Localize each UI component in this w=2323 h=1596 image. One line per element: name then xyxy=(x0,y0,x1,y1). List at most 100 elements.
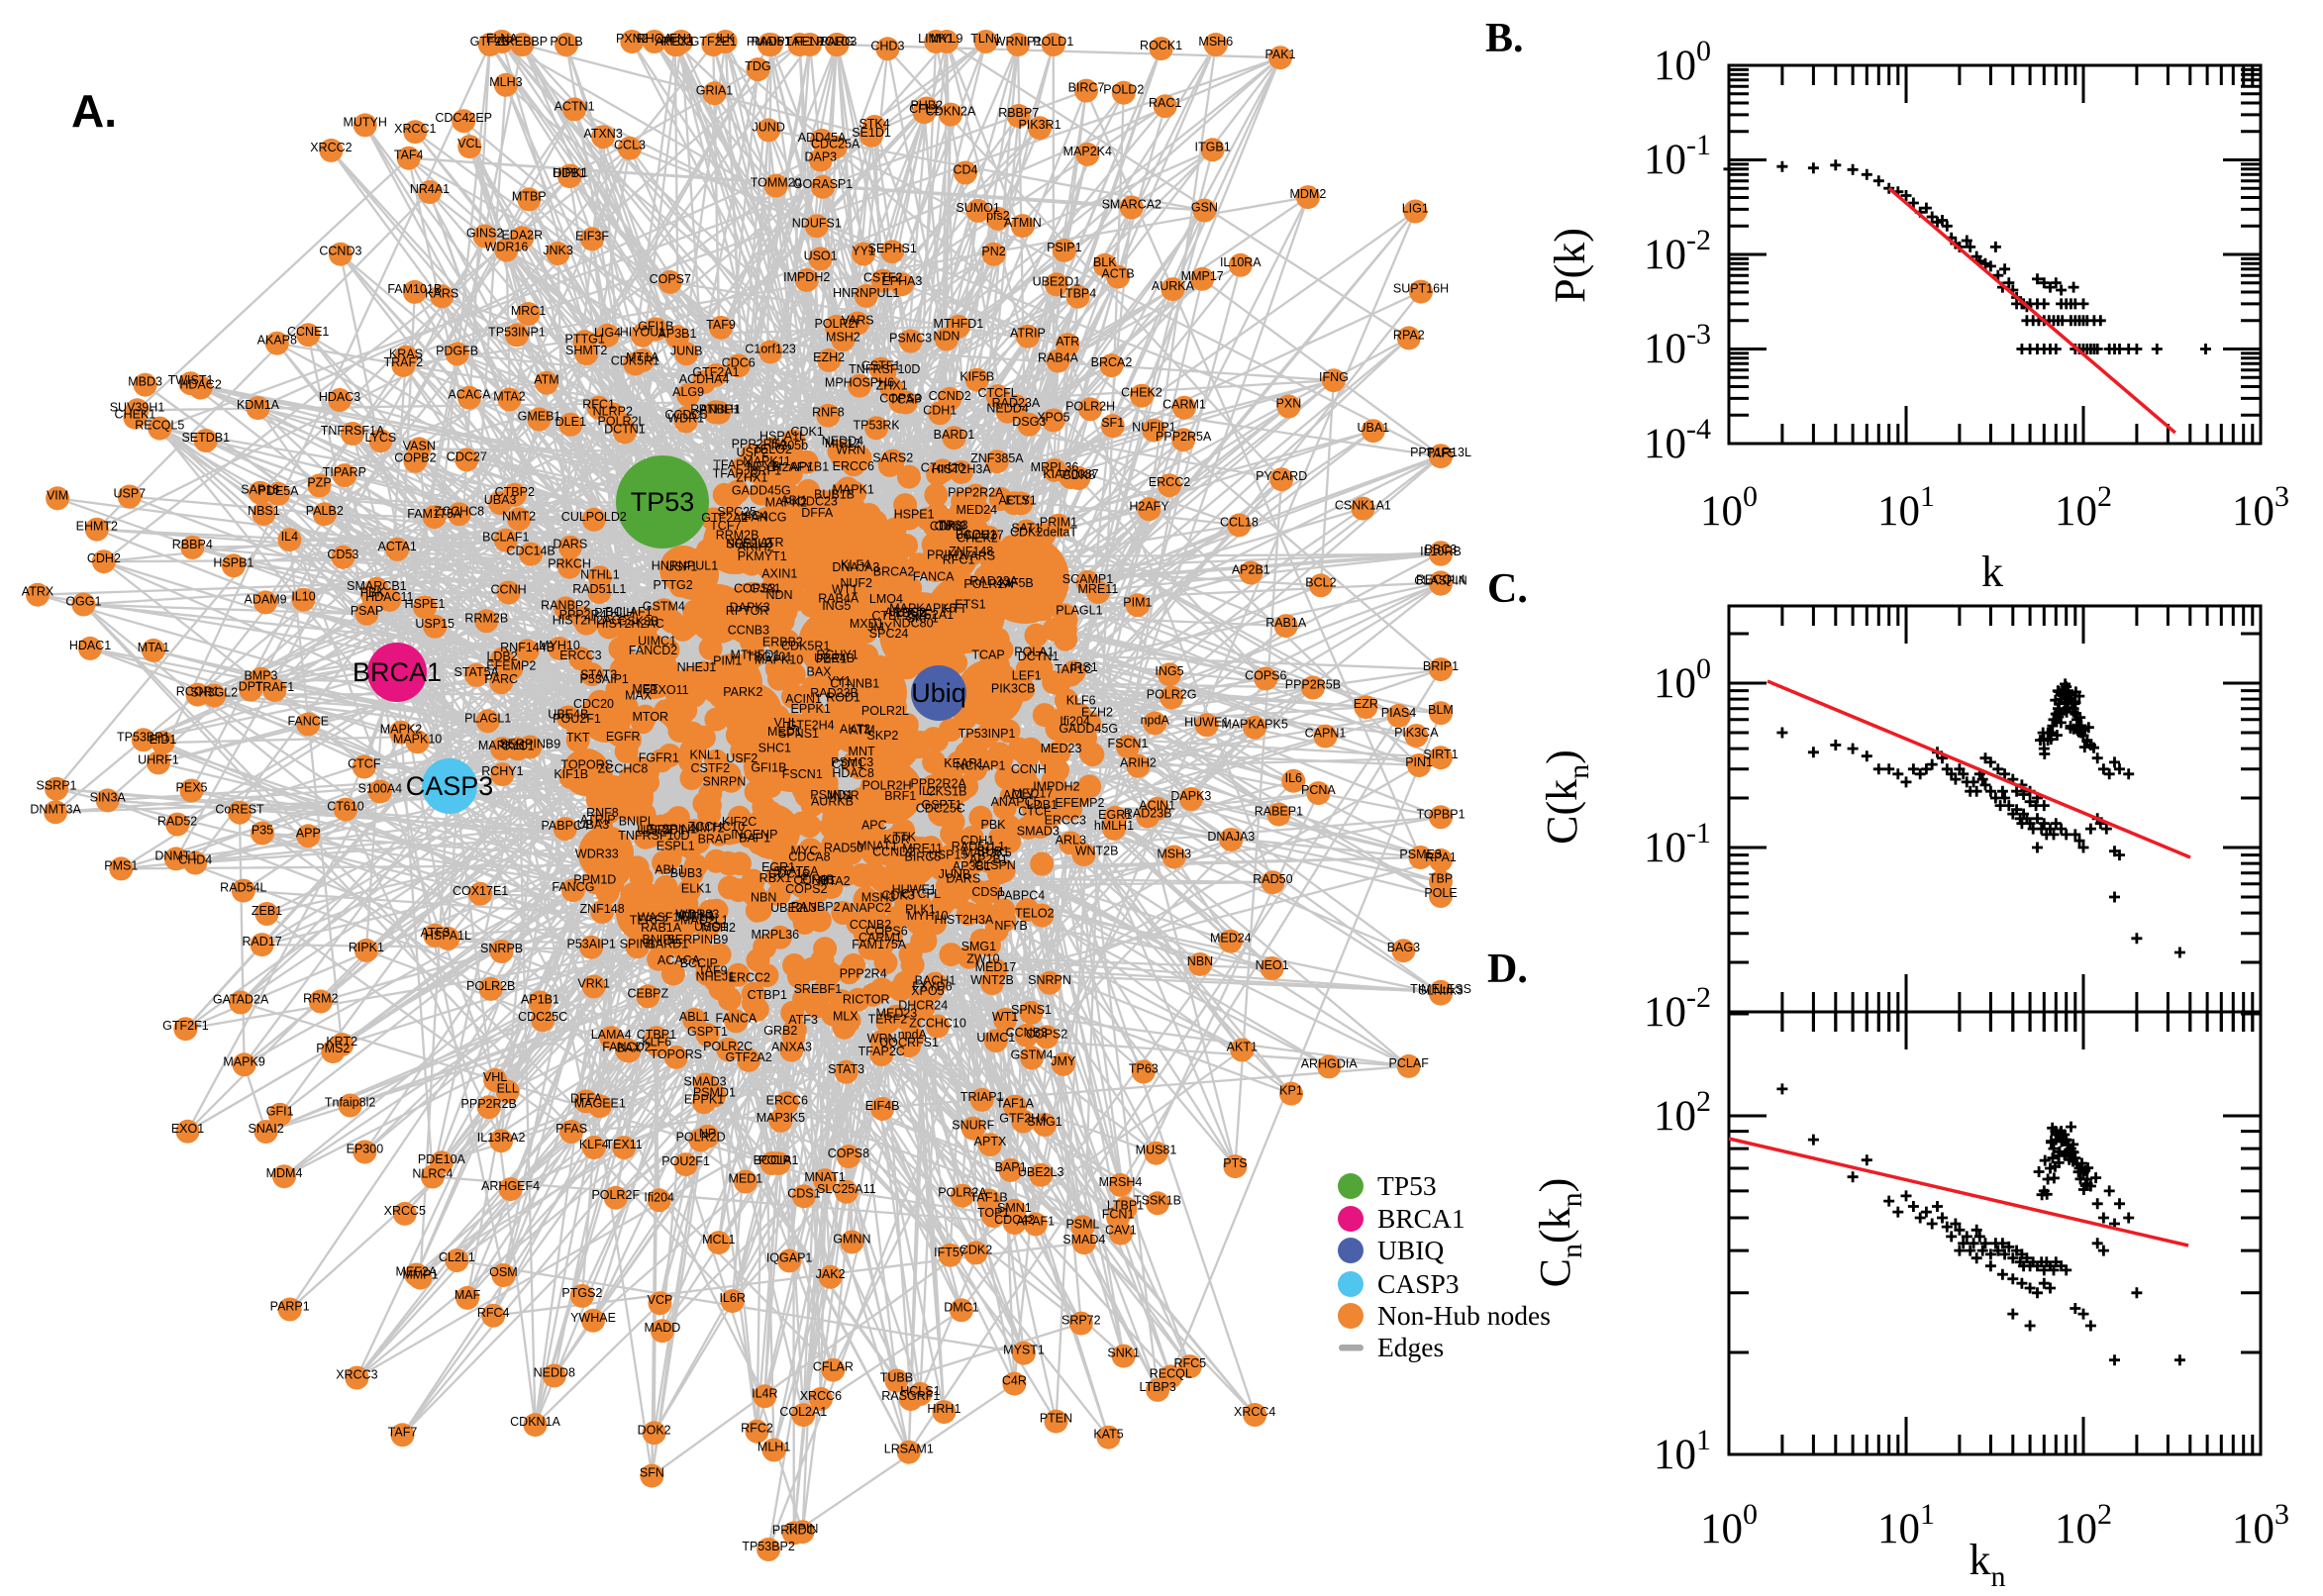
svg-text:IFNG: IFNG xyxy=(1319,370,1349,384)
svg-text:TAF9: TAF9 xyxy=(706,318,736,332)
svg-text:CDC20: CDC20 xyxy=(573,697,614,711)
svg-text:EHMT2: EHMT2 xyxy=(76,520,118,534)
svg-text:OGG1: OGG1 xyxy=(65,595,101,609)
svg-text:ARHGDIA: ARHGDIA xyxy=(1301,1056,1359,1070)
svg-text:POLD3: POLD3 xyxy=(816,35,857,49)
svg-text:KIF5B: KIF5B xyxy=(960,370,994,384)
svg-text:MUTYH: MUTYH xyxy=(343,115,386,129)
svg-text:UBA3: UBA3 xyxy=(577,818,610,832)
svg-text:MUS81: MUS81 xyxy=(1136,1144,1177,1157)
svg-text:PN2: PN2 xyxy=(981,245,1005,258)
svg-text:EP300: EP300 xyxy=(347,1143,384,1156)
svg-text:NEDD8: NEDD8 xyxy=(534,1366,575,1380)
svg-text:BRCA1: BRCA1 xyxy=(353,657,442,687)
svg-text:ZW10: ZW10 xyxy=(966,952,999,966)
svg-text:NEO1: NEO1 xyxy=(1256,958,1289,972)
svg-text:MTA1: MTA1 xyxy=(138,641,169,654)
svg-text:EFEMP2: EFEMP2 xyxy=(486,658,536,672)
svg-text:POLB: POLB xyxy=(550,35,582,49)
svg-text:TCAP: TCAP xyxy=(971,648,1004,662)
svg-text:10-1: 10-1 xyxy=(1644,129,1711,183)
svg-text:IL6: IL6 xyxy=(1285,771,1302,785)
svg-text:APTX: APTX xyxy=(974,1135,1007,1148)
svg-text:IL10RA: IL10RA xyxy=(1220,255,1262,269)
svg-text:CASP3: CASP3 xyxy=(1377,1268,1460,1299)
svg-text:MSH3: MSH3 xyxy=(1157,848,1191,861)
svg-text:Non-Hub nodes: Non-Hub nodes xyxy=(1377,1300,1551,1331)
svg-text:KARS: KARS xyxy=(425,286,458,300)
svg-text:AP1B1: AP1B1 xyxy=(790,460,829,474)
svg-text:PCLAF: PCLAF xyxy=(1389,1056,1430,1070)
svg-text:PALB2: PALB2 xyxy=(306,504,344,518)
svg-text:PYCARD: PYCARD xyxy=(1256,469,1307,483)
svg-text:CDS1: CDS1 xyxy=(787,1186,820,1200)
svg-text:NEDD4: NEDD4 xyxy=(986,402,1028,416)
svg-text:MED23: MED23 xyxy=(1041,742,1082,755)
svg-text:RANBP2: RANBP2 xyxy=(791,900,841,914)
svg-text:XRCC2: XRCC2 xyxy=(310,141,352,154)
svg-text:CTCF: CTCF xyxy=(348,757,381,771)
svg-text:ZNF385A: ZNF385A xyxy=(970,451,1024,465)
svg-text:MRE11: MRE11 xyxy=(902,842,943,855)
svg-text:APC: APC xyxy=(861,818,887,832)
svg-text:ERCC6: ERCC6 xyxy=(766,1093,808,1107)
svg-text:YWHAE: YWHAE xyxy=(570,1311,616,1325)
svg-text:RFC2: RFC2 xyxy=(741,1422,773,1436)
svg-text:MCL1: MCL1 xyxy=(702,1233,735,1247)
svg-text:PTEN: PTEN xyxy=(1040,1412,1072,1426)
svg-text:GSPT1: GSPT1 xyxy=(687,1025,728,1039)
svg-text:RAB1A: RAB1A xyxy=(641,921,682,935)
svg-text:JNK3: JNK3 xyxy=(543,244,573,257)
svg-text:POLR2B: POLR2B xyxy=(466,979,515,993)
svg-text:TAF5: TAF5 xyxy=(1426,447,1456,460)
svg-text:COX17E1: COX17E1 xyxy=(453,884,508,898)
svg-text:CCND3: CCND3 xyxy=(319,245,361,258)
svg-text:SNAI2: SNAI2 xyxy=(249,1122,284,1136)
svg-text:VCP: VCP xyxy=(648,1293,673,1307)
svg-text:FANCE: FANCE xyxy=(287,715,329,729)
svg-text:ATF3: ATF3 xyxy=(421,926,451,940)
svg-text:STAT3: STAT3 xyxy=(580,667,617,681)
svg-text:ERCC6: ERCC6 xyxy=(833,459,874,473)
svg-text:MSH6: MSH6 xyxy=(1198,35,1233,49)
svg-text:BARD1: BARD1 xyxy=(934,428,975,442)
svg-text:POLR2L: POLR2L xyxy=(861,704,909,718)
svg-text:MAGEE1: MAGEE1 xyxy=(574,1096,626,1110)
svg-text:UBA1: UBA1 xyxy=(1357,421,1389,435)
svg-text:RASGRF1: RASGRF1 xyxy=(881,1389,940,1403)
svg-text:XRCC1: XRCC1 xyxy=(394,122,436,136)
svg-text:FBXO11: FBXO11 xyxy=(643,683,689,697)
svg-text:COPS6: COPS6 xyxy=(865,924,907,938)
svg-text:ATRX: ATRX xyxy=(22,585,54,599)
svg-text:MLH1: MLH1 xyxy=(758,1441,790,1454)
svg-text:CSTF1: CSTF1 xyxy=(861,359,901,373)
svg-text:POLD1: POLD1 xyxy=(1033,35,1073,49)
svg-text:ARIH2: ARIH2 xyxy=(1120,756,1157,770)
svg-text:MYST1: MYST1 xyxy=(1003,1344,1045,1357)
svg-text:STAT5A: STAT5A xyxy=(773,864,819,878)
svg-text:RNF144B: RNF144B xyxy=(500,641,555,654)
svg-text:ATR: ATR xyxy=(1056,335,1079,349)
svg-text:GMNN: GMNN xyxy=(833,1232,870,1246)
svg-text:RFC4: RFC4 xyxy=(477,1306,510,1320)
svg-text:MTOR: MTOR xyxy=(633,710,669,724)
svg-text:RAD54L: RAD54L xyxy=(220,881,266,895)
svg-text:WNT2B: WNT2B xyxy=(1075,845,1119,858)
svg-text:SSRP1: SSRP1 xyxy=(37,779,77,793)
svg-text:RAD51: RAD51 xyxy=(752,35,791,49)
svg-text:KEAP1: KEAP1 xyxy=(944,756,983,770)
svg-text:BIRC7: BIRC7 xyxy=(1068,81,1105,95)
svg-text:RABEP1: RABEP1 xyxy=(1255,805,1303,819)
svg-text:ACACA: ACACA xyxy=(657,953,701,967)
svg-text:Ifi204: Ifi204 xyxy=(644,1190,674,1204)
svg-text:BRCA1: BRCA1 xyxy=(1377,1203,1465,1234)
svg-text:RAB1A: RAB1A xyxy=(1265,616,1307,630)
svg-text:EGR1: EGR1 xyxy=(1098,808,1132,822)
svg-text:CDC42EP: CDC42EP xyxy=(435,111,492,125)
svg-text:IL13RA2: IL13RA2 xyxy=(477,1131,526,1145)
svg-text:NBN: NBN xyxy=(1187,954,1213,968)
svg-text:DARS: DARS xyxy=(553,538,587,551)
svg-text:GADD45G: GADD45G xyxy=(1059,722,1118,736)
svg-text:PSIP1: PSIP1 xyxy=(1047,241,1081,254)
svg-text:npdA: npdA xyxy=(1141,713,1170,727)
